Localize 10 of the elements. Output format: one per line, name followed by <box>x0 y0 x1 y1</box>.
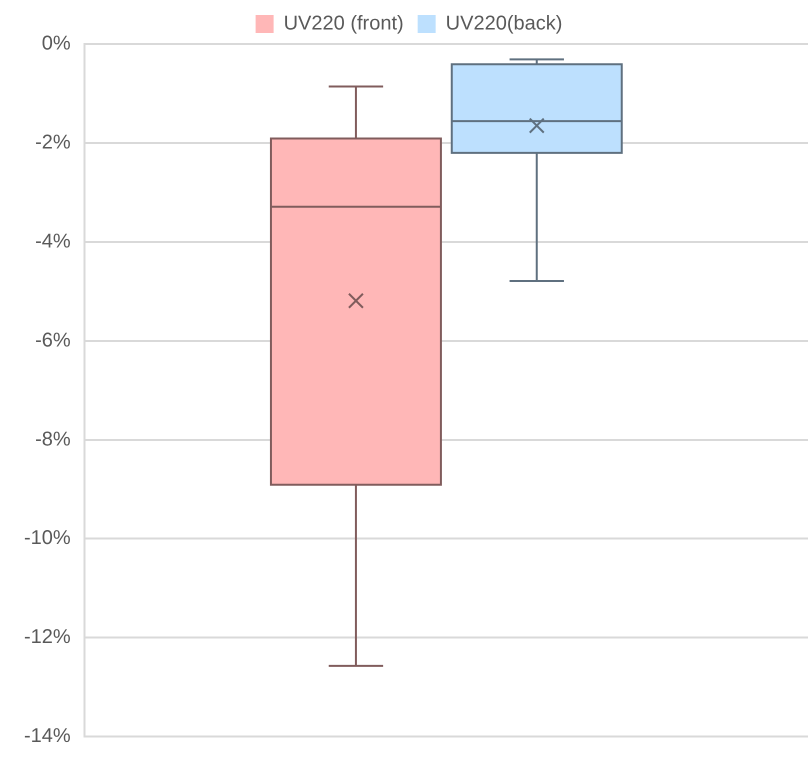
y-tick-label: -6% <box>35 329 71 352</box>
y-tick-label: -14% <box>24 725 71 748</box>
y-tick-label: 0% <box>42 32 71 55</box>
y-tick-label: -8% <box>35 428 71 450</box>
y-tick-label: -4% <box>35 230 71 252</box>
legend-label: UV220(back) <box>446 12 562 35</box>
y-tick-label: -2% <box>35 131 71 154</box>
legend-label: UV220 (front) <box>284 12 404 35</box>
y-tick-label: -12% <box>24 626 71 648</box>
y-tick-label: -10% <box>24 527 71 550</box>
